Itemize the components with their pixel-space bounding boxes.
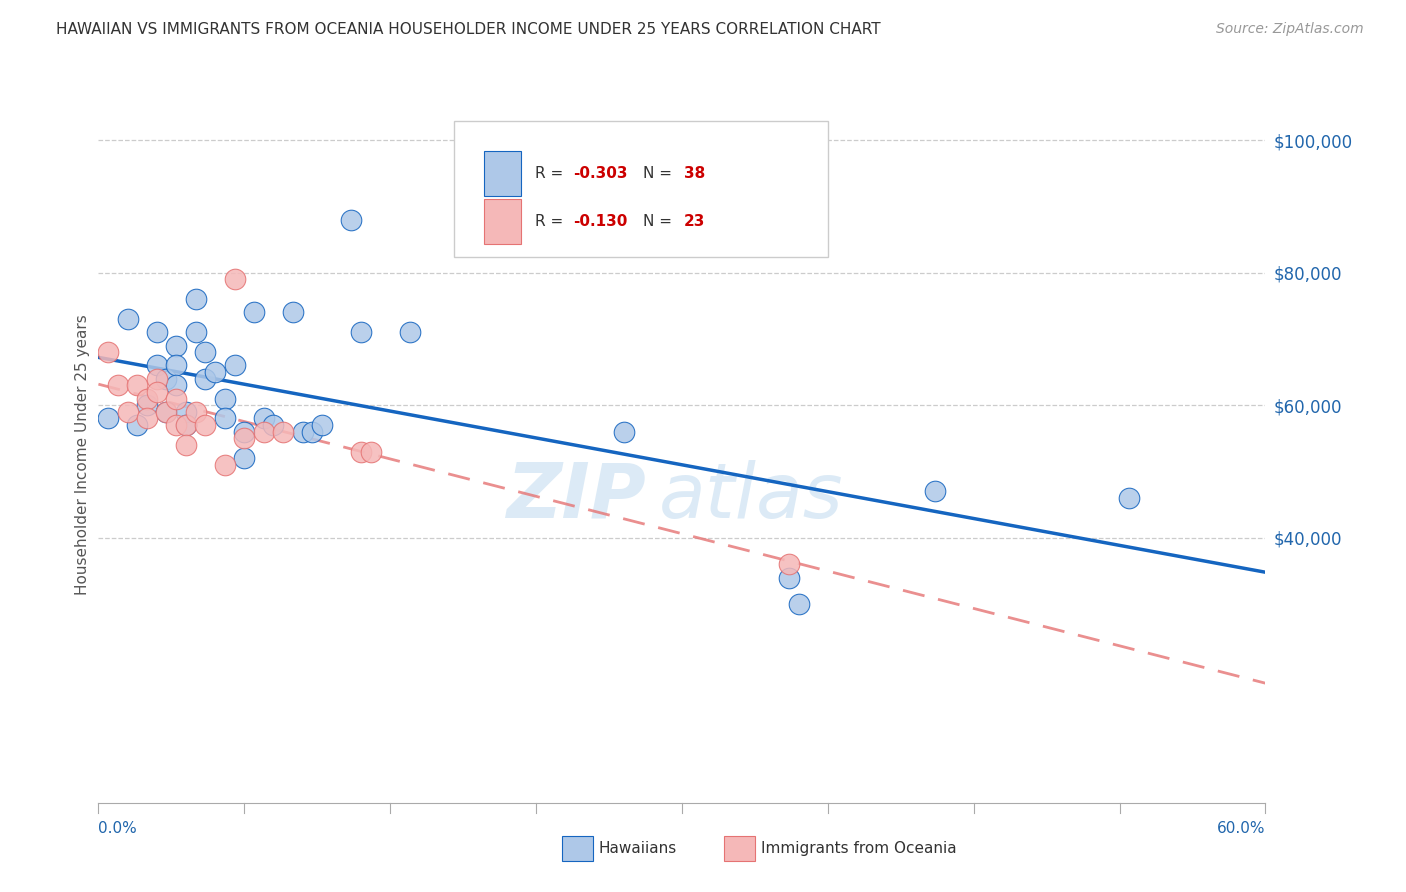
Text: 23: 23 [685,214,706,229]
Point [136,392,159,406]
Point [174,418,197,433]
Text: Hawaiians: Hawaiians [599,841,678,855]
Text: R =: R = [534,214,568,229]
Point [778,558,800,572]
Point [311,418,333,433]
Point [224,272,246,286]
Point [165,338,187,352]
Point [97,411,120,425]
Point [146,384,169,399]
Point [155,405,177,419]
Point [155,405,177,419]
FancyBboxPatch shape [454,121,828,257]
Point [117,405,139,419]
Text: 0.0%: 0.0% [98,821,138,836]
Text: 38: 38 [685,166,706,181]
Point [97,345,120,359]
Point [146,372,169,386]
Point [184,292,207,306]
Text: N =: N = [644,166,678,181]
Point [291,425,314,439]
Point [233,451,256,466]
Point [184,326,207,340]
Point [174,438,197,452]
Point [214,392,236,406]
Text: 60.0%: 60.0% [1218,821,1265,836]
Point [174,418,197,433]
Point [155,372,177,386]
Point [174,405,197,419]
Point [262,418,284,433]
Text: Immigrants from Oceania: Immigrants from Oceania [761,841,956,855]
Point [214,411,236,425]
Point [924,484,946,499]
Point [165,418,187,433]
Y-axis label: Householder Income Under 25 years: Householder Income Under 25 years [75,315,90,595]
Point [253,425,276,439]
Point [136,411,159,425]
Point [233,425,256,439]
Point [214,458,236,472]
Point [165,378,187,392]
Text: -0.130: -0.130 [574,214,627,229]
Point [146,326,169,340]
Point [360,444,382,458]
Text: ZIP: ZIP [508,459,647,533]
Point [127,378,149,392]
Point [340,212,363,227]
Point [1118,491,1140,505]
Point [787,597,810,611]
Point [398,326,420,340]
Point [136,398,159,412]
Point [117,312,139,326]
Text: N =: N = [644,214,678,229]
Text: Source: ZipAtlas.com: Source: ZipAtlas.com [1216,22,1364,37]
Point [271,425,294,439]
Point [146,359,169,373]
Point [194,345,217,359]
Point [243,305,266,319]
Point [165,392,187,406]
Point [778,570,800,584]
Text: atlas: atlas [658,459,844,533]
Point [107,378,129,392]
Point [350,444,373,458]
Point [253,411,276,425]
Text: HAWAIIAN VS IMMIGRANTS FROM OCEANIA HOUSEHOLDER INCOME UNDER 25 YEARS CORRELATIO: HAWAIIAN VS IMMIGRANTS FROM OCEANIA HOUS… [56,22,882,37]
Text: -0.303: -0.303 [574,166,628,181]
Text: R =: R = [534,166,568,181]
Point [204,365,226,379]
Point [301,425,323,439]
Point [613,425,636,439]
FancyBboxPatch shape [484,199,520,244]
FancyBboxPatch shape [484,151,520,195]
Point [194,372,217,386]
Point [224,359,246,373]
Point [350,326,373,340]
Point [184,405,207,419]
Point [165,359,187,373]
Point [127,418,149,433]
Point [233,431,256,445]
Point [194,418,217,433]
Point [281,305,304,319]
